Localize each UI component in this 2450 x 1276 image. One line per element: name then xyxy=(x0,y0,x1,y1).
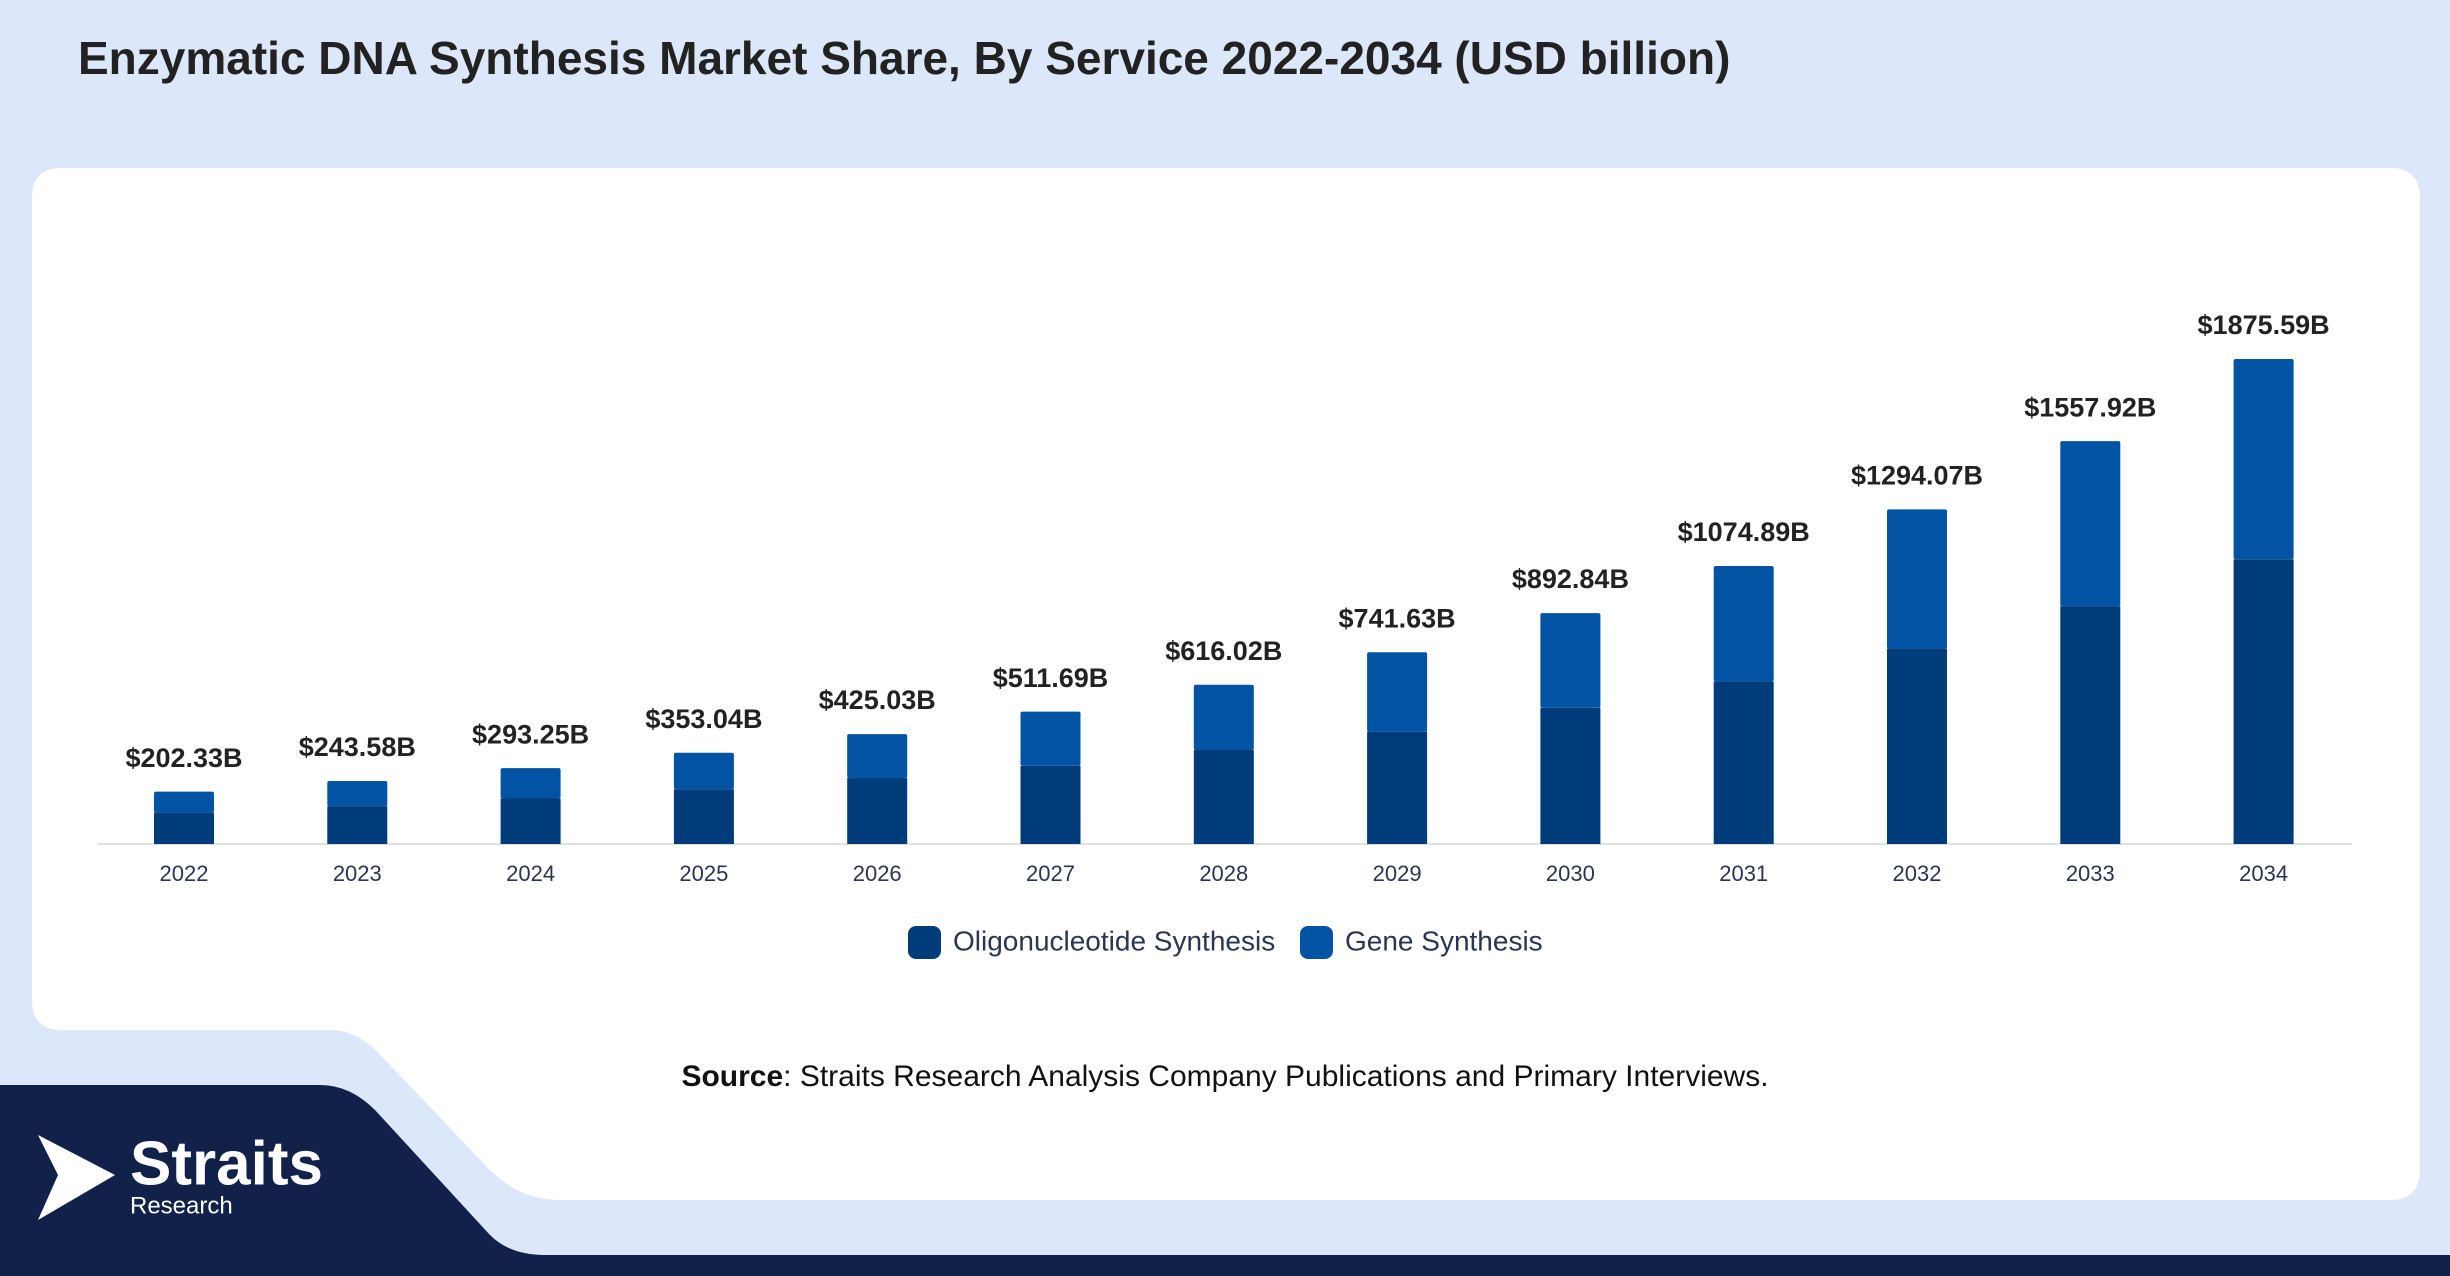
total-label: $425.03B xyxy=(819,685,936,715)
bar-segment xyxy=(500,798,561,844)
x-tick-label: 2023 xyxy=(333,861,382,886)
bar-segment xyxy=(1020,765,1081,844)
total-label: $511.69B xyxy=(993,663,1109,693)
source-text: : Straits Research Analysis Company Publ… xyxy=(783,1060,1768,1093)
bar-segment xyxy=(2233,359,2294,560)
logo-sub: Research xyxy=(130,1192,233,1219)
bar-segment xyxy=(154,812,214,844)
bar-segment xyxy=(1887,509,1947,649)
total-label: $1557.92B xyxy=(2024,392,2156,422)
total-label: $1294.07B xyxy=(1851,460,1983,490)
x-tick-label: 2034 xyxy=(2239,861,2288,886)
x-tick-label: 2026 xyxy=(853,861,902,886)
bar-segment xyxy=(1367,652,1428,732)
total-label: $616.02B xyxy=(1165,636,1282,666)
x-tick-label: 2024 xyxy=(506,861,555,886)
footer-band xyxy=(0,1085,2450,1276)
bar-segment xyxy=(673,789,734,844)
bar-segment xyxy=(500,768,561,799)
x-tick-label: 2025 xyxy=(679,861,728,886)
card xyxy=(32,168,2420,1200)
bar-segment xyxy=(847,778,908,844)
bar-segment xyxy=(2060,441,2121,607)
bar-segment xyxy=(2060,606,2121,844)
bar-segment xyxy=(673,752,734,790)
bar-segment xyxy=(1887,648,1947,844)
bar-segment xyxy=(1540,613,1601,708)
legend-swatch xyxy=(1300,926,1333,959)
legend-label: Oligonucleotide Synthesis xyxy=(953,925,1275,956)
total-label: $1074.89B xyxy=(1678,517,1810,547)
bar-segment xyxy=(327,781,388,807)
bar-segment xyxy=(1020,711,1081,766)
bar-segment xyxy=(154,791,214,813)
bar-segment xyxy=(847,734,908,779)
bar-segment xyxy=(1540,707,1601,844)
x-tick-label: 2033 xyxy=(2066,861,2115,886)
x-tick-label: 2029 xyxy=(1373,861,1422,886)
logo-name: Straits xyxy=(130,1129,323,1198)
total-label: $202.33B xyxy=(125,743,242,773)
logo-icon xyxy=(38,1135,115,1220)
bar-segment xyxy=(1713,566,1774,682)
total-label: $1875.59B xyxy=(2198,310,2330,340)
bar-segment xyxy=(1367,731,1428,844)
bar-segment xyxy=(1713,681,1774,844)
total-label: $892.84B xyxy=(1512,564,1629,594)
x-tick-label: 2028 xyxy=(1199,861,1248,886)
source-label: Source xyxy=(681,1060,783,1093)
chart-title: Enzymatic DNA Synthesis Market Share, By… xyxy=(78,32,1730,84)
x-tick-label: 2027 xyxy=(1026,861,1075,886)
bar-segment xyxy=(2233,559,2294,844)
bar-segment xyxy=(327,806,388,844)
x-tick-label: 2031 xyxy=(1719,861,1768,886)
total-label: $293.25B xyxy=(472,719,589,749)
bar-segment xyxy=(1193,684,1254,751)
total-label: $353.04B xyxy=(645,704,762,734)
source: Source: Straits Research Analysis Compan… xyxy=(681,1060,1768,1093)
x-tick-label: 2022 xyxy=(160,861,209,886)
total-label: $243.58B xyxy=(299,732,416,762)
legend-label: Gene Synthesis xyxy=(1345,925,1543,956)
bar-segment xyxy=(1193,750,1254,844)
legend-swatch xyxy=(908,926,941,959)
x-tick-label: 2032 xyxy=(1893,861,1942,886)
total-label: $741.63B xyxy=(1339,603,1456,633)
x-tick-label: 2030 xyxy=(1546,861,1595,886)
